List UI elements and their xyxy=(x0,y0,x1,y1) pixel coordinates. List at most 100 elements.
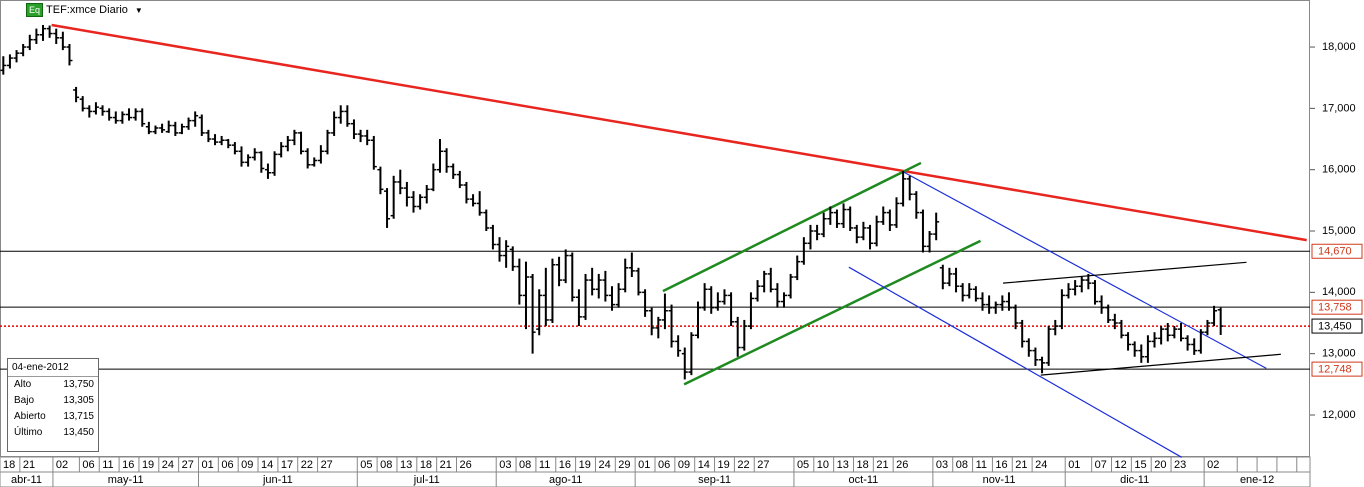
x-tick-label: 24 xyxy=(598,459,610,471)
level-label-box xyxy=(1311,299,1363,315)
x-tick-label: 19 xyxy=(142,459,154,471)
y-tick-label: 12,000 xyxy=(1322,409,1356,421)
trendline xyxy=(903,171,1267,369)
level-label: 12,748 xyxy=(1318,364,1352,376)
info-row: Abierto 13,715 xyxy=(8,409,98,425)
x-tick-label: 02 xyxy=(1207,459,1219,471)
x-tick-label: 14 xyxy=(261,459,273,471)
trendline xyxy=(662,161,922,293)
info-row: Bajo 13,305 xyxy=(8,393,98,409)
x-tick-label: 11 xyxy=(539,459,550,471)
plot-frame xyxy=(0,0,1310,457)
trendline xyxy=(848,266,1182,458)
trendline xyxy=(683,239,982,386)
month-label: jun-11 xyxy=(262,474,293,486)
x-tick-label: 21 xyxy=(23,459,35,471)
x-tick-label: 17 xyxy=(281,459,293,471)
x-tick-label: 01 xyxy=(1068,459,1080,471)
x-tick-label: 22 xyxy=(737,459,749,471)
x-tick-label: 21 xyxy=(876,459,888,471)
x-tick-label: 22 xyxy=(301,459,313,471)
x-tick-label: 02 xyxy=(56,459,68,471)
y-tick-label: 17,000 xyxy=(1322,102,1356,114)
x-tick-label: 26 xyxy=(460,459,472,471)
info-value: 13,715 xyxy=(63,411,94,422)
x-tick-label: 06 xyxy=(82,459,94,471)
y-tick-label: 16,000 xyxy=(1322,164,1356,176)
x-tick-label: 16 xyxy=(995,459,1007,471)
x-tick-label: 08 xyxy=(380,459,392,471)
x-tick-label: 18 xyxy=(856,459,868,471)
x-tick-label: 10 xyxy=(817,459,829,471)
x-tick-label: 06 xyxy=(658,459,670,471)
badge: Eq xyxy=(26,3,44,17)
month-label: sep-11 xyxy=(698,474,731,486)
x-tick-label: 27 xyxy=(757,459,769,471)
x-tick-label: 19 xyxy=(718,459,730,471)
x-tick-label: 26 xyxy=(896,459,908,471)
x-tick-label: 18 xyxy=(3,459,15,471)
level-label: 13,758 xyxy=(1318,302,1352,314)
x-tick-label: 13 xyxy=(837,459,849,471)
x-tick-label: 01 xyxy=(638,459,650,471)
x-tick-label: 12 xyxy=(1115,459,1127,471)
y-tick-label: 14,000 xyxy=(1322,286,1356,298)
x-tick-label: 09 xyxy=(241,459,253,471)
x-tick-label: 03 xyxy=(499,459,511,471)
x-tick-label: 05 xyxy=(797,459,809,471)
trendline xyxy=(1040,353,1281,376)
x-tick-label: 13 xyxy=(400,459,412,471)
x-tick-label: 14 xyxy=(698,459,710,471)
x-tick-label: 27 xyxy=(321,459,333,471)
info-box: 04-ene-2012 Alto 13,750 Bajo 13,305 Abierto 1… xyxy=(7,358,99,452)
month-label: ene-12 xyxy=(1240,474,1274,486)
x-tick-label: 09 xyxy=(678,459,690,471)
info-label: Alto xyxy=(14,379,32,390)
x-tick-label: 29 xyxy=(618,459,630,471)
info-label: Último xyxy=(14,427,43,438)
x-tick-label: 08 xyxy=(956,459,968,471)
x-tick-label: 01 xyxy=(201,459,213,471)
chart-title: TEF:xmce Diario xyxy=(46,4,128,16)
x-tick-label: 08 xyxy=(519,459,531,471)
info-label: Abierto xyxy=(14,411,46,422)
level-label-box xyxy=(1311,243,1363,259)
info-row: Alto 13,750 xyxy=(8,377,98,393)
x-tick-label: 11 xyxy=(976,459,987,471)
x-tick-label: 24 xyxy=(1035,459,1047,471)
y-tick-label: 18,000 xyxy=(1322,41,1356,53)
x-tick-label: 16 xyxy=(122,459,134,471)
month-label: nov-11 xyxy=(983,474,1016,486)
x-tick-label: 06 xyxy=(221,459,233,471)
x-tick-label: 24 xyxy=(162,459,174,471)
x-tick-label: 21 xyxy=(440,459,452,471)
info-value: 13,750 xyxy=(63,379,94,390)
info-date: 04-ene-2012 xyxy=(8,359,98,377)
x-tick-label: 05 xyxy=(360,459,372,471)
y-tick-label: 15,000 xyxy=(1322,225,1356,237)
x-tick-label: 21 xyxy=(1015,459,1027,471)
x-tick-label: 03 xyxy=(936,459,948,471)
month-label: ago-11 xyxy=(549,474,582,486)
dropdown-arrow[interactable]: ▼ xyxy=(134,5,143,15)
x-tick-label: 19 xyxy=(579,459,591,471)
trendline xyxy=(51,23,1307,242)
level-label: 14,670 xyxy=(1318,246,1352,258)
level-label-box xyxy=(1311,361,1363,377)
month-label: jul-11 xyxy=(413,474,440,486)
month-label: abr-11 xyxy=(11,474,42,486)
header: Eq TEF:xmce Diario ▼ xyxy=(26,3,143,17)
trendline xyxy=(1002,261,1247,284)
month-label: may-11 xyxy=(108,474,144,486)
info-row: Último 13,450 xyxy=(8,425,98,441)
level-label: 13,450 xyxy=(1318,320,1352,332)
x-tick-label: 18 xyxy=(420,459,432,471)
level-label-box xyxy=(1311,318,1363,334)
y-tick-label: 13,000 xyxy=(1322,348,1356,360)
x-tick-label: 23 xyxy=(1174,459,1186,471)
x-tick-label: 11 xyxy=(102,459,113,471)
x-tick-label: 16 xyxy=(559,459,571,471)
info-label: Bajo xyxy=(14,395,35,406)
info-value: 13,450 xyxy=(63,427,94,438)
